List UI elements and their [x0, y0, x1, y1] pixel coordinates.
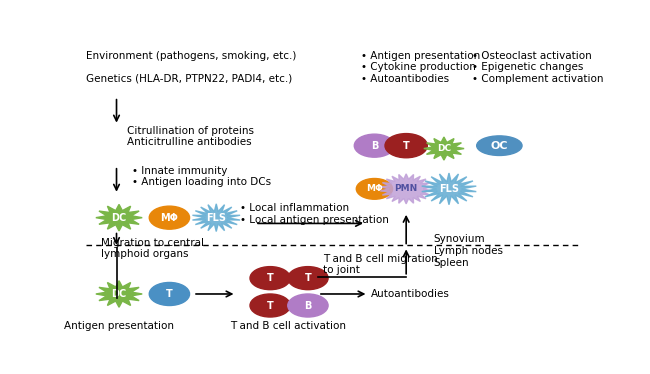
Circle shape — [250, 294, 291, 317]
Text: Synovium: Synovium — [434, 234, 486, 243]
Polygon shape — [380, 174, 432, 204]
Text: T: T — [166, 289, 173, 299]
Ellipse shape — [476, 136, 522, 156]
Text: MΦ: MΦ — [161, 213, 178, 223]
Text: Autoantibodies: Autoantibodies — [371, 289, 450, 299]
Polygon shape — [424, 137, 464, 160]
Circle shape — [150, 282, 190, 306]
Circle shape — [150, 206, 190, 229]
Text: T and B cell activation: T and B cell activation — [230, 321, 346, 331]
Text: T: T — [403, 141, 410, 151]
Text: MΦ: MΦ — [366, 184, 383, 193]
Polygon shape — [422, 173, 476, 205]
Text: T: T — [266, 300, 274, 310]
Text: PMN: PMN — [395, 184, 418, 193]
Circle shape — [385, 134, 427, 158]
Circle shape — [288, 267, 328, 290]
Text: • Osteoclast activation
• Epigenetic changes
• Complement activation: • Osteoclast activation • Epigenetic cha… — [472, 50, 603, 84]
Polygon shape — [96, 281, 142, 307]
Text: • Innate immunity
• Antigen loading into DCs: • Innate immunity • Antigen loading into… — [131, 166, 271, 187]
Text: • Antigen presentation
• Cytokine production
• Autoantibodies: • Antigen presentation • Cytokine produc… — [361, 50, 480, 84]
Text: DC: DC — [111, 289, 127, 299]
Text: • Local inflammation
• Local antigen presentation: • Local inflammation • Local antigen pre… — [240, 203, 389, 225]
Text: Lymph nodes
Spleen: Lymph nodes Spleen — [434, 246, 503, 268]
Text: T: T — [305, 273, 311, 283]
Circle shape — [288, 294, 328, 317]
Text: FLS: FLS — [206, 213, 226, 223]
Text: DC: DC — [437, 144, 451, 153]
Text: Antigen presentation: Antigen presentation — [64, 321, 174, 331]
Text: Genetics (HLA-DR, PTPN22, PADI4, etc.): Genetics (HLA-DR, PTPN22, PADI4, etc.) — [86, 74, 292, 84]
Text: OC: OC — [491, 141, 508, 151]
Circle shape — [354, 134, 395, 157]
Circle shape — [356, 178, 393, 199]
Text: T and B cell migration
to joint: T and B cell migration to joint — [323, 254, 438, 275]
Text: Citrullination of proteins
Anticitrulline antibodies: Citrullination of proteins Anticitrullin… — [127, 126, 254, 147]
Text: T: T — [266, 273, 274, 283]
Circle shape — [250, 267, 291, 290]
Polygon shape — [192, 204, 240, 232]
Text: FLS: FLS — [439, 184, 459, 194]
Polygon shape — [96, 205, 142, 231]
Text: B: B — [304, 300, 311, 310]
Text: B: B — [370, 141, 378, 151]
Text: Environment (pathogens, smoking, etc.): Environment (pathogens, smoking, etc.) — [86, 50, 296, 61]
Text: Migration to central
lymphoid organs: Migration to central lymphoid organs — [101, 238, 204, 260]
Text: DC: DC — [111, 213, 127, 223]
